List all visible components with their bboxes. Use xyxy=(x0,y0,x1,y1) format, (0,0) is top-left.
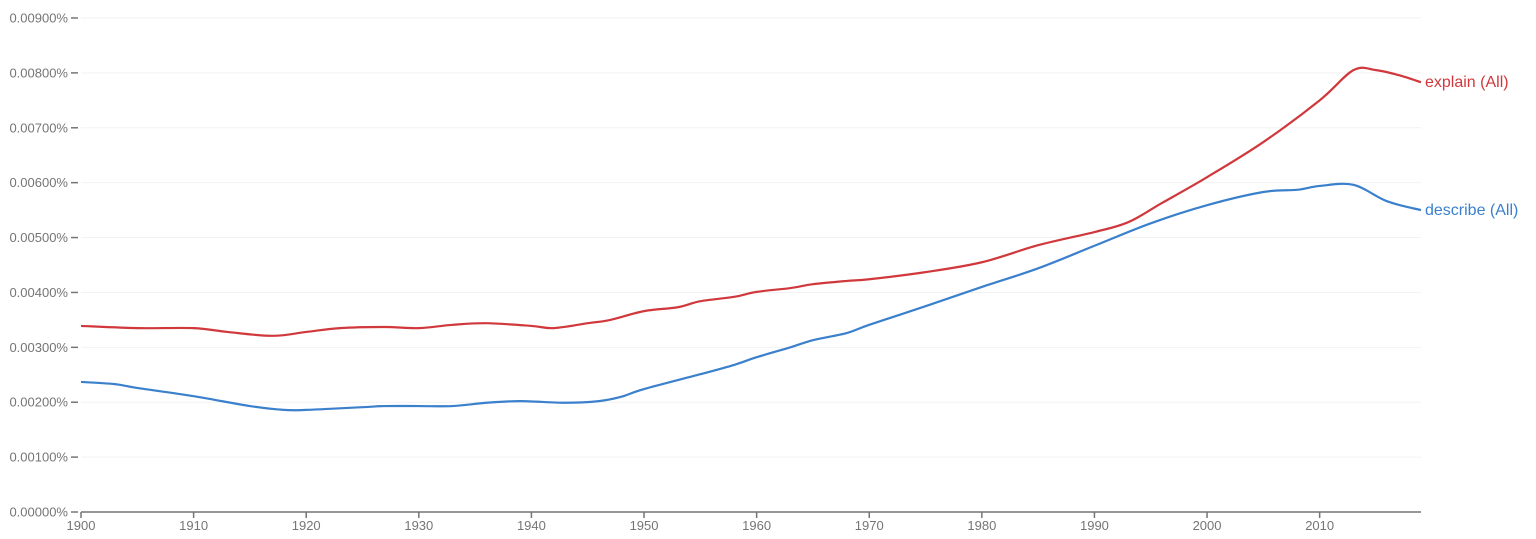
y-axis: 0.00000% 0.00100% 0.00200% 0.00300% 0.00400%… xyxy=(9,11,78,520)
y-tick-label: 0.00500% xyxy=(9,230,68,245)
x-tick-label: 2000 xyxy=(1193,518,1222,533)
series-label-describe[interactable]: describe (All) xyxy=(1425,202,1518,219)
x-tick-label: 1940 xyxy=(517,518,546,533)
series-lines xyxy=(80,66,1422,412)
y-tick-label: 0.00700% xyxy=(9,120,68,135)
y-tick-label: 0.00400% xyxy=(9,285,68,300)
gridlines xyxy=(81,17,1421,458)
y-tick-label: 0.00900% xyxy=(9,11,68,26)
x-tick-label: 1950 xyxy=(630,518,659,533)
x-tick-label: 2010 xyxy=(1305,518,1334,533)
x-tick-label: 1930 xyxy=(404,518,433,533)
x-tick-label: 1990 xyxy=(1080,518,1109,533)
series-line-explain[interactable] xyxy=(80,66,1422,337)
x-tick-label: 1960 xyxy=(742,518,771,533)
x-axis: 1900 1910 1920 1930 1940 1950 1960 1970 1980 1990… xyxy=(67,511,1421,533)
x-tick-label: 1970 xyxy=(855,518,884,533)
x-tick-label: 1920 xyxy=(292,518,321,533)
series-line-describe[interactable] xyxy=(80,182,1422,412)
y-tick-label: 0.00600% xyxy=(9,175,68,190)
x-tick-label: 1910 xyxy=(179,518,208,533)
y-tick-label: 0.00800% xyxy=(9,65,68,80)
y-tick-label: 0.00000% xyxy=(9,505,68,520)
series-label-explain[interactable]: explain (All) xyxy=(1425,74,1509,91)
y-tick-label: 0.00200% xyxy=(9,395,68,410)
x-tick-label: 1900 xyxy=(67,518,96,533)
x-tick-label: 1980 xyxy=(967,518,996,533)
y-tick-label: 0.00300% xyxy=(9,340,68,355)
y-tick-label: 0.00100% xyxy=(9,450,68,465)
